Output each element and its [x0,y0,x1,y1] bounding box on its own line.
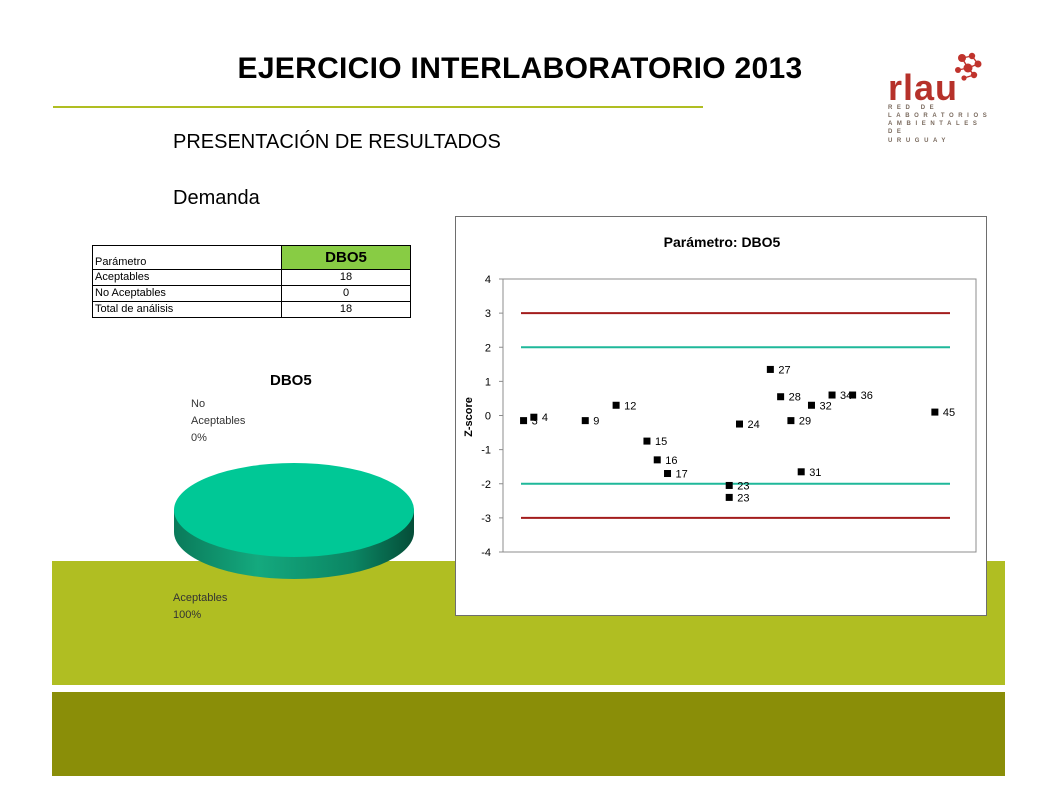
data-point-label: 29 [799,416,811,428]
y-tick-label: 2 [485,342,491,354]
y-tick-label: 4 [485,274,491,286]
table-header-row: Parámetro DBO5 [92,245,411,270]
pie-chart-title: DBO5 [270,372,312,389]
table-cell-label: Total de análisis [92,301,282,318]
plot-area [502,278,977,553]
data-point [777,393,785,401]
y-tick-label: -1 [481,445,491,457]
pie-slice-percent: 100% [173,609,202,621]
data-point [530,413,538,421]
scatter-chart-title: Parámetro: DBO5 [664,234,781,250]
molecule-icon [955,52,982,81]
pie-slice-percent: 0% [191,432,207,444]
data-point [807,401,815,409]
table-header-value: DBO5 [281,245,411,270]
data-point-label: 17 [676,469,688,481]
data-point [766,365,774,373]
section-subheading: Demanda [173,187,260,209]
data-point-label: 36 [861,390,873,402]
rlau-logo: rlau RED DE LABORATORIOS AMBIENTALES DE … [888,48,992,144]
data-point-label: 23 [737,480,749,492]
data-point [725,481,733,489]
title-underline [53,106,703,108]
data-point [828,391,836,399]
pie-label-no-aceptables: No Aceptables 0% [191,396,261,447]
y-tick-label: 1 [485,376,491,388]
table-row: Aceptables 18 [92,269,411,286]
pie-slice-label: No Aceptables [191,398,246,427]
data-point-label: 28 [789,392,801,404]
logo-wordmark: rlau [888,67,959,108]
logo-line-2: LABORATORIOS [888,113,992,119]
y-axis-label: Z-score [463,397,475,437]
data-point-label: 23 [737,492,749,504]
pie-chart [174,463,414,579]
data-point-label: 32 [819,400,831,412]
data-point [797,468,805,476]
table-cell-value: 0 [281,285,411,302]
data-point-label: 12 [624,400,636,412]
data-point-label: 24 [748,419,760,431]
table-cell-value: 18 [281,269,411,286]
section-heading: PRESENTACIÓN DE RESULTADOS [173,131,501,153]
data-point [736,420,743,428]
y-tick-label: 0 [485,411,491,423]
data-point-label: 15 [655,436,667,448]
data-point [849,391,857,399]
data-point [787,417,795,425]
results-table: Parámetro DBO5 Aceptables 18 No Aceptabl… [92,245,411,318]
data-point-label: 27 [778,364,790,376]
data-point [520,417,528,425]
table-row: Total de análisis 18 [92,301,411,318]
data-point [725,493,733,501]
logo-line-1: RED DE [888,105,939,111]
pie-label-aceptables: Aceptables 100% [173,590,227,624]
pie-slice-label: Aceptables [173,592,228,604]
data-point-label: 16 [665,455,677,467]
table-cell-label: Aceptables [92,269,282,286]
y-tick-label: 3 [485,308,491,320]
pie-slice-aceptables [174,463,414,557]
data-point [612,401,620,409]
logo-line-3: AMBIENTALES [888,121,982,127]
footer-band-dark [52,692,1005,776]
data-point-label: 9 [593,416,599,428]
slide-title: EJERCICIO INTERLABORATORIO 2013 [237,52,803,85]
data-point [581,417,589,425]
data-point-label: 3 [532,416,538,428]
table-header-label: Parámetro [92,245,282,270]
table-row: No Aceptables 0 [92,285,411,302]
y-tick-label: -2 [481,479,491,491]
table-cell-value: 18 [281,301,411,318]
logo-line-4: DE URUGUAY [888,129,950,144]
data-point-label: 31 [809,467,821,479]
y-tick-label: -3 [481,513,491,525]
data-point-label: 45 [943,407,955,419]
data-point [664,470,672,478]
data-point-label: 4 [542,412,548,424]
data-point [643,437,651,445]
y-tick-label: -4 [481,547,491,559]
data-point [653,456,661,464]
table-cell-label: No Aceptables [92,285,282,302]
data-point [931,408,939,416]
